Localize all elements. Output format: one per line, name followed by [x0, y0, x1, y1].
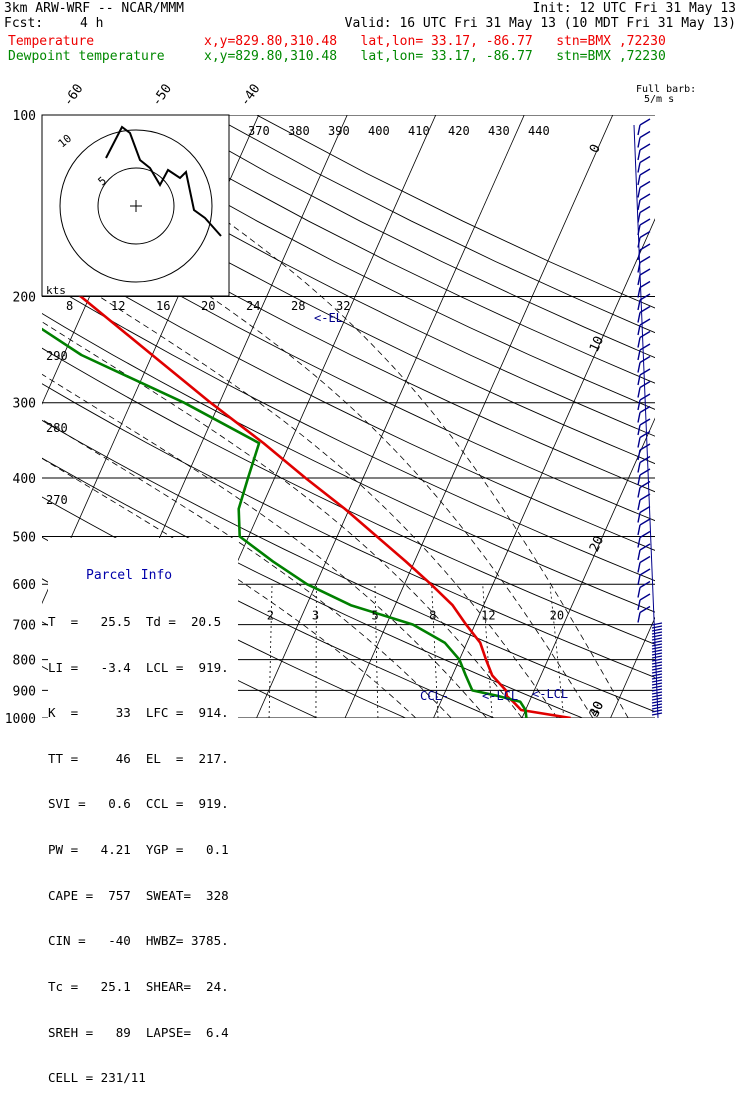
- parcel-row: CIN = -40 HWBZ= 3785.: [48, 933, 238, 948]
- el-marker: <-EL: [314, 311, 343, 325]
- wind-barb: [652, 668, 662, 670]
- wind-barb: [652, 638, 662, 640]
- parcel-row: TT = 46 EL = 217.: [48, 751, 238, 766]
- pressure-label: 300: [13, 397, 36, 412]
- wind-barb: [652, 641, 662, 643]
- isotherm-label: 0: [587, 142, 604, 155]
- parcel-row: CAPE = 757 SWEAT= 328: [48, 888, 238, 903]
- wind-barb: [652, 626, 662, 628]
- hodograph-xtick: 20: [201, 299, 215, 313]
- theta-label: 400: [368, 124, 390, 138]
- wind-barb: [652, 707, 662, 709]
- pressure-label: 100: [13, 109, 36, 124]
- theta-label: 280: [46, 421, 68, 435]
- pressure-label: 200: [13, 291, 36, 306]
- theta-label: 430: [488, 124, 510, 138]
- wind-barb: [652, 647, 662, 649]
- theta-label: 290: [46, 349, 68, 363]
- parcel-row: SREH = 89 LAPSE= 6.4: [48, 1025, 238, 1040]
- parcel-row: PW = 4.21 YGP = 0.1: [48, 842, 238, 857]
- parcel-info-title: Parcel Info: [48, 568, 238, 583]
- isotherm-label: -40: [238, 81, 264, 109]
- mixing-ratio-label: 2: [267, 609, 274, 623]
- wind-barb: [652, 635, 662, 637]
- parcel-row: T = 25.5 Td = 20.5: [48, 614, 238, 629]
- wind-barb: [652, 671, 662, 673]
- isotherm-label: -60: [61, 81, 87, 109]
- hodograph-xtick: 12: [111, 299, 125, 313]
- mixing-ratio-label: 5: [371, 609, 378, 623]
- lcl-marker: <-LCL: [532, 687, 568, 701]
- pressure-label: 1000: [5, 712, 36, 727]
- wind-barb: [652, 653, 662, 655]
- dry-adiabat: [257, 115, 740, 731]
- hodograph-xtick: 24: [246, 299, 260, 313]
- isotherm-line: [345, 115, 613, 718]
- mixing-ratio-line: [269, 584, 272, 718]
- pressure-label: 700: [13, 619, 36, 634]
- wind-barb: [652, 665, 662, 667]
- parcel-row: K = 33 LFC = 914.: [48, 705, 238, 720]
- isotherm-label: 10: [587, 334, 607, 355]
- ccl-marker: CCL-: [420, 689, 449, 703]
- pressure-label: 900: [13, 684, 36, 699]
- parcel-row: SVI = 0.6 CCL = 919.: [48, 796, 238, 811]
- isotherm-line: [699, 115, 740, 718]
- wind-barb: [652, 656, 662, 658]
- wind-barb: [652, 662, 662, 664]
- theta-label: 270: [46, 493, 68, 507]
- mixing-ratio-label: 3: [312, 609, 319, 623]
- hodograph-xtick: 16: [156, 299, 170, 313]
- isotherm-label: -50: [149, 81, 175, 109]
- wind-barb: [652, 644, 662, 646]
- wind-barb: [652, 632, 662, 634]
- isotherm-line: [611, 115, 740, 718]
- moist-adiabat: [226, 221, 628, 718]
- pressure-label: 500: [13, 530, 36, 545]
- pressure-label: 600: [13, 578, 36, 593]
- wind-barb: [652, 623, 662, 625]
- mixing-ratio-label: 20: [550, 609, 564, 623]
- hodograph-xtick: 28: [291, 299, 305, 313]
- parcel-row: Tc = 25.1 SHEAR= 24.: [48, 979, 238, 994]
- pressure-label: 800: [13, 654, 36, 669]
- mixing-ratio-label: 8: [429, 609, 436, 623]
- wind-barb: [652, 650, 662, 652]
- theta-label: 370: [248, 124, 270, 138]
- isotherm-label: 40: [587, 699, 607, 720]
- theta-label: 390: [328, 124, 350, 138]
- theta-label: 420: [448, 124, 470, 138]
- lcl-marker: <-LCL: [482, 689, 518, 703]
- wind-barb: [652, 674, 662, 676]
- theta-label: 380: [288, 124, 310, 138]
- parcel-row: CELL = 231/11: [48, 1070, 238, 1085]
- parcel-info-panel: Parcel Info T = 25.5 Td = 20.5 LI = -3.4…: [48, 538, 238, 728]
- parcel-row: LI = -3.4 LCL = 919.: [48, 660, 238, 675]
- hodograph-unit: kts: [46, 284, 66, 297]
- pressure-label: 400: [13, 472, 36, 487]
- mixing-ratio-label: 12: [481, 609, 495, 623]
- theta-label: 410: [408, 124, 430, 138]
- isotherm-line: [434, 115, 702, 718]
- dry-adiabat: [165, 115, 740, 731]
- wind-barb: [652, 629, 662, 631]
- mixing-ratio-line: [375, 584, 378, 718]
- theta-label: 440: [528, 124, 550, 138]
- isotherm-line: [257, 115, 525, 718]
- hodograph-xtick: 8: [66, 299, 73, 313]
- wind-barb: [652, 713, 662, 715]
